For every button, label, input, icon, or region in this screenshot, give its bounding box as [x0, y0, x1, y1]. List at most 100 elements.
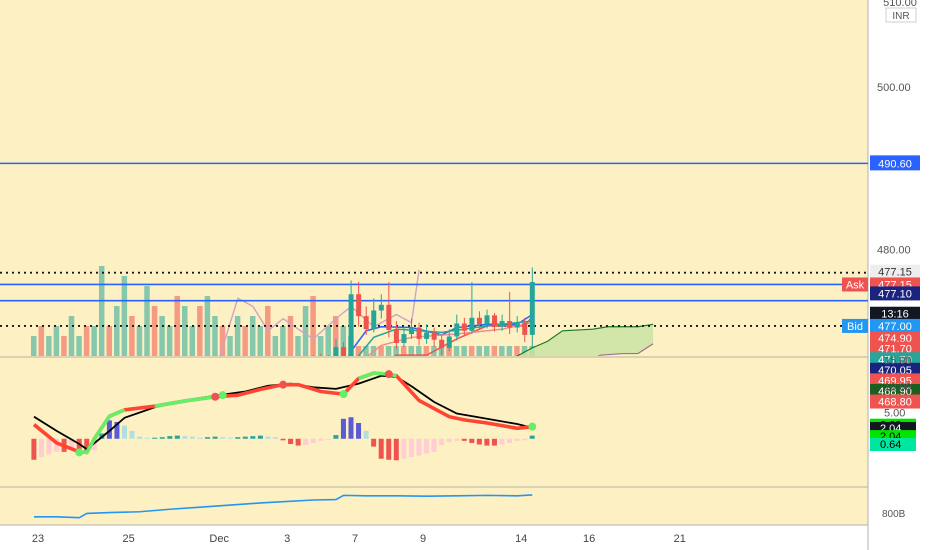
candle — [514, 316, 520, 333]
volume-bar — [400, 346, 407, 356]
macd-bar — [416, 438, 422, 456]
obv-line — [34, 494, 533, 519]
macd-bar — [174, 435, 180, 439]
volume-bar — [174, 296, 180, 356]
volume-bar — [76, 336, 82, 356]
candle — [454, 314, 460, 341]
candle — [461, 317, 467, 337]
macd-cross-dot — [218, 391, 227, 400]
time-tick-7: 16 — [583, 533, 595, 545]
volume-bar — [333, 316, 339, 356]
macd-bar — [288, 438, 294, 444]
badge-value-bid: 477.00 — [878, 321, 912, 333]
macd-bar — [431, 438, 437, 452]
macd-bar — [408, 438, 414, 458]
volume-bar — [506, 346, 513, 356]
macd-bar — [439, 438, 445, 446]
macd-bar — [522, 438, 528, 441]
time-axis-background — [0, 525, 868, 550]
candle — [371, 298, 377, 333]
volume-bar — [159, 316, 165, 356]
volume-bar — [272, 336, 279, 356]
macd-bar — [220, 437, 226, 439]
macd-bar — [265, 436, 271, 439]
badge-value-countdown: 13:16 — [881, 309, 909, 321]
candle — [439, 334, 445, 356]
time-tick-2: Dec — [209, 533, 229, 545]
macd-bar — [106, 420, 112, 439]
time-tick-3: 3 — [284, 533, 290, 545]
volume-bar — [114, 306, 120, 356]
macd-tick-1: 10.00 — [884, 381, 912, 393]
candle — [529, 267, 535, 348]
macd-bar — [38, 438, 44, 458]
volume-bar — [499, 346, 505, 356]
obv-axis-label: 800B — [882, 509, 906, 520]
badge-ind2 — [870, 341, 920, 356]
volume-bar — [204, 296, 211, 356]
candle — [476, 311, 482, 330]
macd-bar — [363, 430, 369, 439]
badge-ind6 — [870, 383, 920, 398]
macd-bar — [46, 438, 52, 455]
candle — [499, 314, 505, 331]
macd-bar — [31, 438, 37, 460]
candle — [356, 282, 362, 327]
candle — [507, 291, 513, 335]
macd-badge-3 — [870, 438, 916, 451]
volume-bar — [144, 286, 150, 356]
volume-bar — [340, 326, 347, 356]
candle — [431, 327, 437, 348]
macd-tick-0: 15.00 — [884, 355, 912, 367]
macd-bar — [340, 418, 346, 439]
time-tick-4: 7 — [352, 533, 358, 545]
volume-bar — [166, 326, 173, 356]
volume-bar — [484, 346, 490, 356]
volume-bar — [355, 346, 362, 356]
volume-bar — [257, 326, 263, 356]
volume-bar — [38, 326, 45, 356]
volume-bar — [514, 346, 520, 356]
volume-bar — [393, 346, 399, 356]
macd-bar — [318, 438, 324, 441]
macd-bar — [91, 438, 97, 451]
macd-bar — [491, 438, 497, 446]
macd-bar — [514, 438, 520, 441]
volume-bar — [363, 346, 369, 356]
volume-bar — [521, 346, 528, 356]
candle — [386, 282, 392, 338]
candle — [424, 324, 430, 344]
volume-bar — [234, 316, 241, 356]
macd-bar — [295, 438, 301, 446]
ichimoku-cloud — [517, 324, 654, 356]
candles — [312, 267, 535, 356]
macd-bar — [137, 436, 143, 439]
badge-navy1 — [870, 286, 920, 301]
candle — [492, 312, 498, 332]
volume-bar — [385, 346, 392, 356]
macd-bar — [144, 437, 150, 439]
macd-bar — [393, 438, 399, 461]
candle — [416, 322, 422, 346]
volume-bar — [295, 336, 301, 356]
candle — [401, 326, 407, 348]
macd-bar — [54, 438, 60, 452]
macd-bar — [356, 423, 362, 439]
macd-bar — [529, 435, 535, 439]
volume-bar — [68, 316, 75, 356]
volume-bar — [302, 306, 309, 356]
macd-bar — [205, 437, 211, 439]
volume-bar — [189, 326, 196, 356]
candle — [469, 282, 475, 335]
currency-box — [885, 7, 917, 23]
volume-bar — [287, 316, 294, 356]
volume-bar — [219, 326, 226, 356]
macd-bar — [212, 436, 218, 439]
candle — [363, 306, 369, 335]
macd-bar — [242, 436, 248, 439]
macd-bar — [182, 436, 188, 439]
macd-bar — [333, 435, 339, 439]
macd-cross-dot — [528, 422, 537, 431]
volume-bar — [476, 346, 482, 356]
